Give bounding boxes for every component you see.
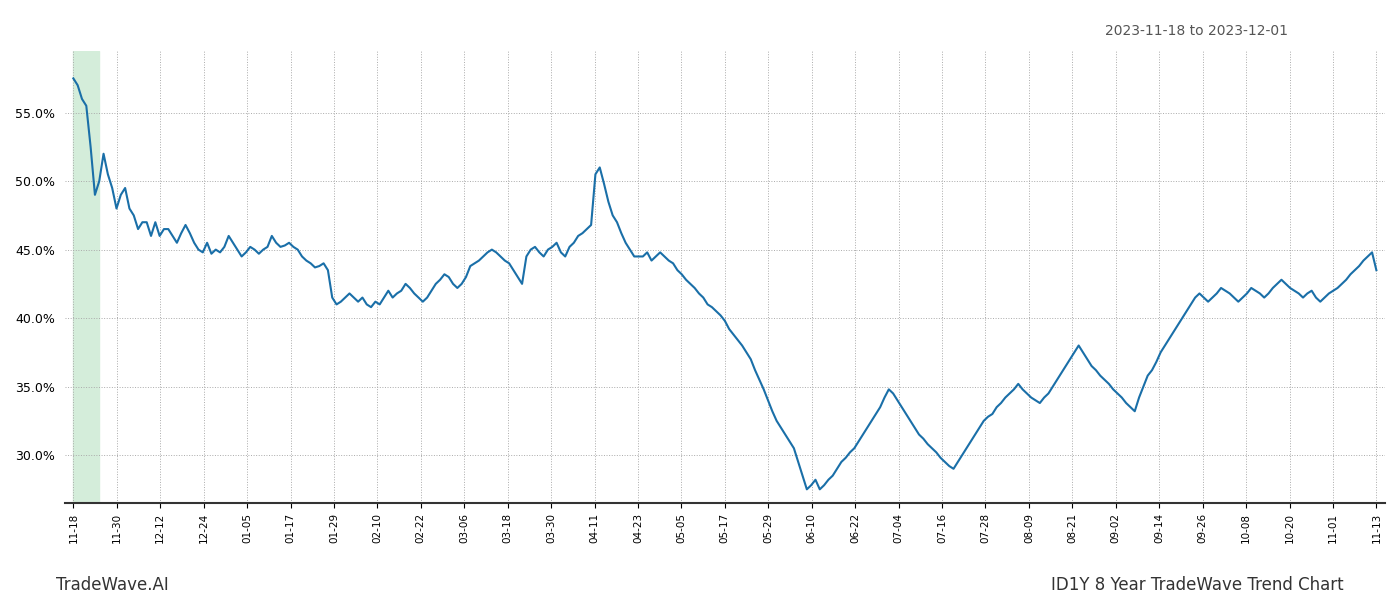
Text: ID1Y 8 Year TradeWave Trend Chart: ID1Y 8 Year TradeWave Trend Chart [1051,576,1344,594]
Text: TradeWave.AI: TradeWave.AI [56,576,169,594]
Text: 2023-11-18 to 2023-12-01: 2023-11-18 to 2023-12-01 [1105,24,1288,38]
Bar [73,51,99,503]
